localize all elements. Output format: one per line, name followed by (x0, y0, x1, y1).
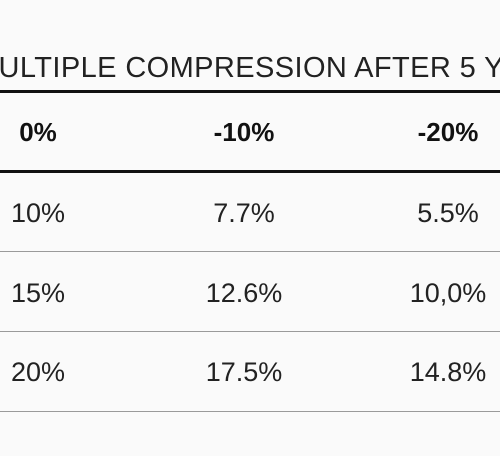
top-rule (0, 90, 500, 93)
row-divider (0, 251, 500, 252)
table-cell: 10,0% (409, 278, 487, 308)
table-cell: 12.6% (205, 278, 283, 308)
row-divider (0, 331, 500, 332)
table-cell: 10% (10, 198, 66, 228)
header-cell-1: -10% (213, 117, 275, 147)
table-cell: 14.8% (409, 357, 487, 387)
header-cell-0: 0% (19, 117, 57, 147)
table-title: MULTIPLE COMPRESSION AFTER 5 YEARS (0, 52, 500, 84)
table-cell: 20% (10, 357, 66, 387)
header-cell-2: -20% (417, 117, 479, 147)
row-divider (0, 411, 500, 412)
table-cell: 7.7% (213, 198, 275, 228)
table-cell: 15% (10, 278, 66, 308)
table-cell: 17.5% (205, 357, 283, 387)
header-rule (0, 170, 500, 173)
table-cell: 5.5% (417, 198, 479, 228)
